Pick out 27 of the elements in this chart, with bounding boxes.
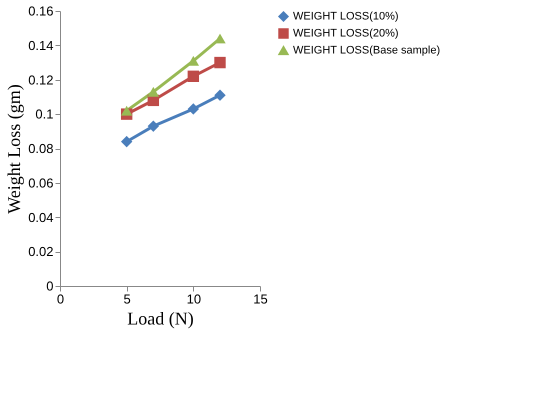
y-tick-label: 0.12	[28, 72, 54, 88]
x-tick-label: 15	[253, 292, 268, 306]
point	[214, 56, 226, 68]
y-tick-label: 0.06	[28, 175, 54, 190]
x-tick-label: 5	[124, 292, 131, 306]
point	[188, 70, 200, 82]
legend-label: WEIGHT LOSS(20%)	[293, 28, 399, 40]
x-axis-title: Load (N)	[127, 308, 194, 328]
point	[148, 120, 160, 132]
y-tick-label: 0.14	[28, 38, 54, 53]
y-axis-title: Weight Loss (gm)	[4, 84, 24, 214]
legend-label: WEIGHT LOSS(Base sample)	[293, 44, 440, 56]
y-tick-label: 0.16	[28, 4, 54, 18]
y-tick-label: 0.1	[35, 106, 54, 122]
y-tick-label: 0	[46, 278, 54, 294]
point	[120, 136, 132, 148]
x-tick-label: 10	[186, 292, 202, 306]
y-tick-label: 0.02	[28, 244, 54, 260]
point	[148, 86, 160, 97]
point	[120, 106, 132, 116]
point	[188, 103, 200, 115]
x-tick-label: 0	[56, 292, 64, 306]
y-tick-label: 0.04	[28, 210, 54, 225]
y-tick-label: 0.08	[28, 141, 54, 156]
point	[188, 56, 200, 66]
point	[214, 90, 226, 101]
legend-label: WEIGHT LOSS(10%)	[293, 10, 399, 22]
